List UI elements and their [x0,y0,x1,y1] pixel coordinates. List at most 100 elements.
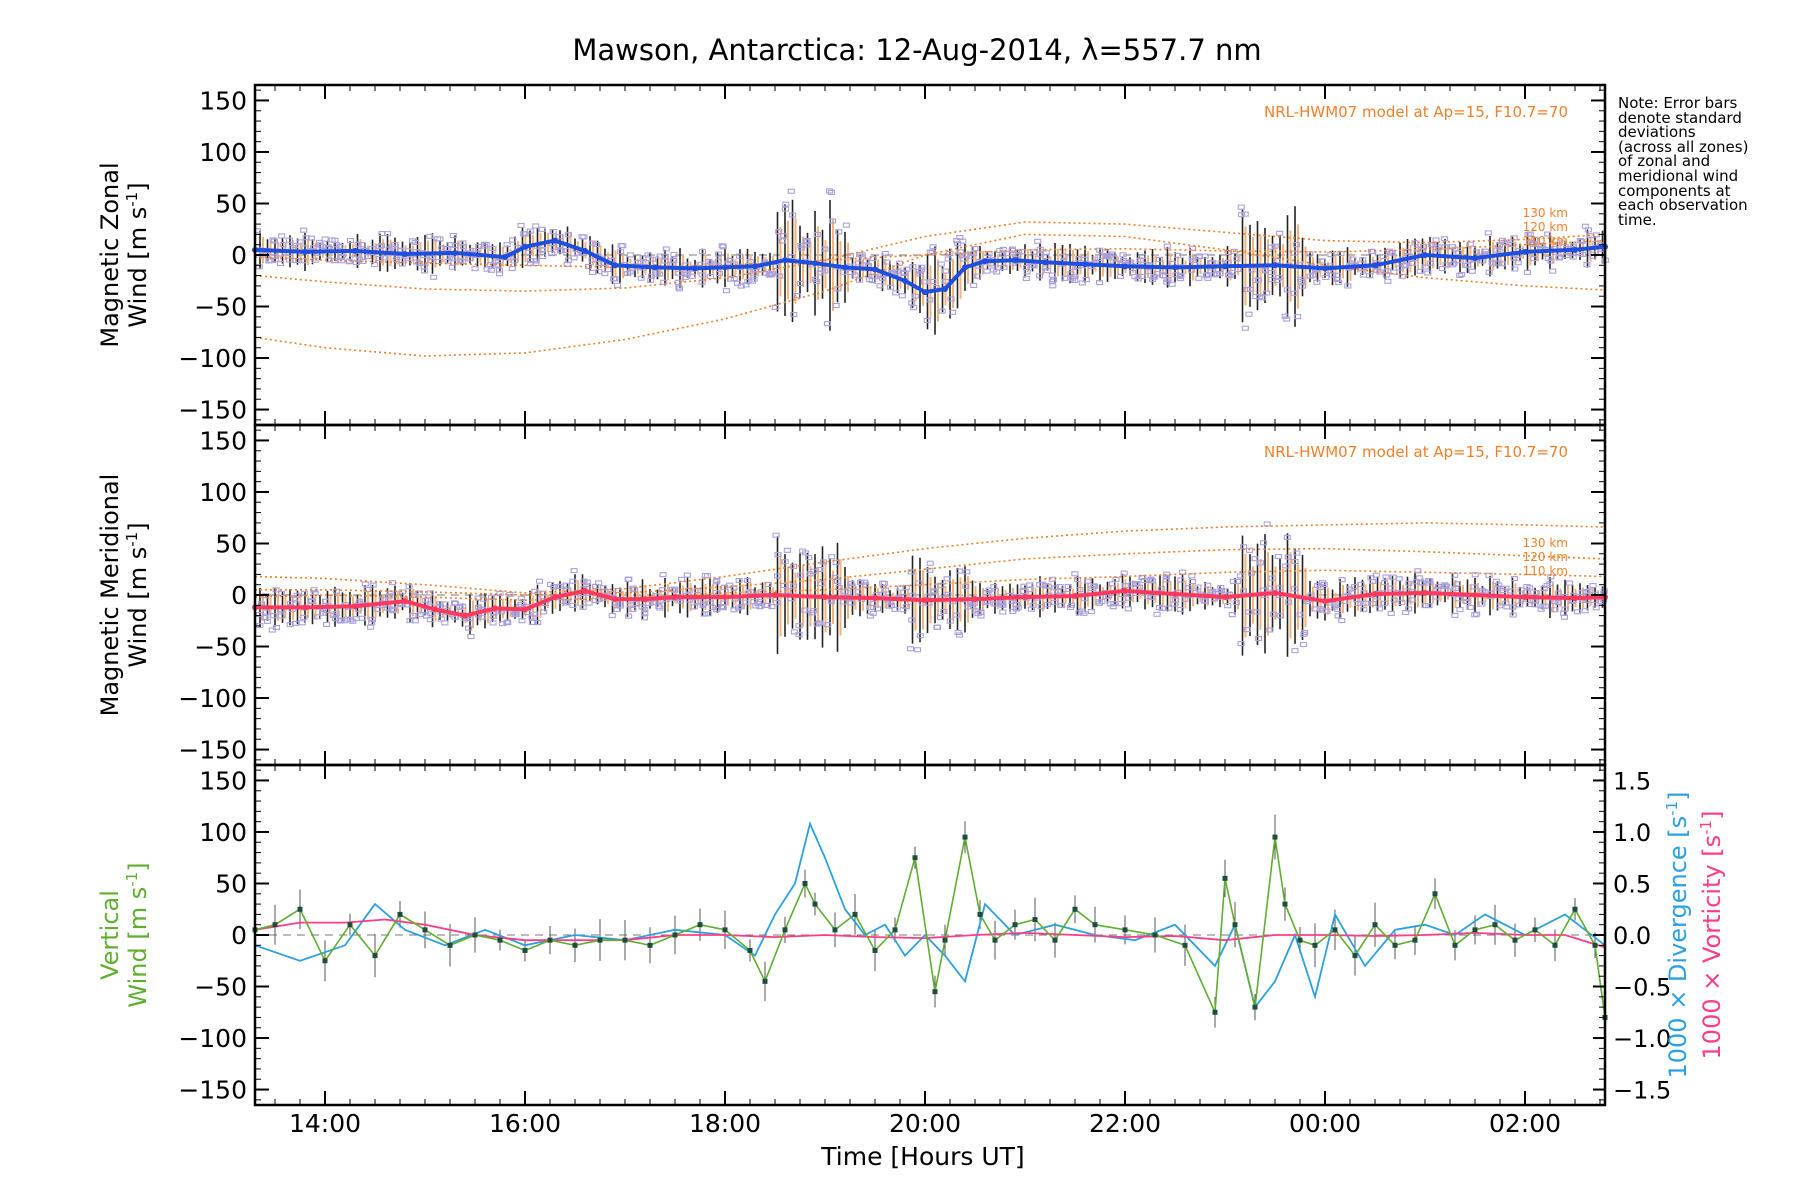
zone-marker [1004,251,1012,257]
zone-marker [1390,269,1398,275]
zone-marker [1441,236,1449,242]
zone-marker [1327,252,1335,258]
zone-marker [1184,585,1192,591]
zone-marker [517,222,525,229]
zone-marker [743,577,752,583]
zone-marker [426,257,435,264]
zone-marker [847,269,855,275]
vertical-wind-point [1122,927,1128,933]
zone-marker [1478,601,1486,607]
y-tick-label: −100 [178,684,247,713]
zone-marker [1349,256,1357,262]
y2-tick-label: −1.5 [1613,1077,1671,1105]
zone-marker [1544,255,1552,262]
zone-marker [1000,264,1008,270]
zone-marker [310,245,318,251]
zone-marker [1456,607,1464,613]
zone-marker [780,582,788,589]
zone-marker [953,612,961,618]
zone-marker [487,267,495,273]
mean-point [1422,252,1428,258]
zone-marker [811,276,819,282]
zone-marker [881,587,889,593]
zone-marker [802,239,810,245]
zone-marker [1241,211,1249,217]
mean-point [1222,594,1228,601]
vertical-wind-point [1452,942,1458,948]
divergence-axis-label: 1000 × Divergence [s-1] [1663,791,1692,1078]
zone-marker [742,282,750,288]
zone-marker [467,633,475,640]
zone-marker [1319,580,1327,586]
mean-point [772,592,778,598]
zone-marker [532,223,540,229]
zone-marker [790,563,798,569]
zone-marker [298,620,306,626]
zone-marker [943,576,951,582]
zone-marker [527,258,535,264]
zone-marker [832,559,840,565]
zone-marker [1348,590,1356,596]
zone-marker [997,599,1005,605]
zone-marker [1466,604,1474,611]
zone-marker [1176,606,1184,612]
zone-marker [535,578,544,584]
zone-marker [1314,583,1322,589]
zone-marker [1268,269,1276,276]
vertical-wind-point [1222,875,1228,881]
zone-marker [1290,586,1298,592]
zone-marker [970,282,978,288]
zone-marker [946,250,954,257]
zone-marker [354,241,362,247]
x-axis-label: Time [Hours UT] [820,1142,1024,1171]
mean-point [1322,598,1328,605]
zone-marker [1523,269,1531,275]
vertical-wind-point [747,947,753,953]
zone-marker [1084,578,1092,584]
zone-marker [361,581,369,587]
zone-marker [916,633,924,639]
x-tick-label: 02:00 [1489,1109,1561,1138]
zone-marker [569,602,577,608]
zone-marker [1201,253,1209,259]
vertical-wind-point [322,958,328,964]
model-curve-130km [254,522,1606,594]
zone-marker [540,609,548,615]
zone-marker [1081,256,1089,262]
zone-marker [835,584,843,591]
model-curve-120km [255,547,1606,596]
zone-marker [813,621,821,627]
vertical-wind-point [722,927,728,933]
zone-marker [1344,283,1352,289]
zone-marker [842,222,850,228]
zone-marker [1153,611,1161,617]
zone-marker [954,629,962,636]
zone-marker [604,266,612,272]
mean-point [462,612,468,619]
zone-marker [955,568,963,574]
zone-marker [915,580,923,586]
zone-marker [1592,605,1600,611]
model-curve-110km [254,239,1606,269]
zone-marker [1211,272,1219,278]
zone-marker [324,244,332,250]
zone-marker [441,601,449,607]
zone-marker [683,572,691,578]
zone-marker [1453,581,1461,587]
vertical-wind-line [254,836,1606,1018]
zone-marker [1493,585,1502,591]
y-tick-label: −100 [178,1024,247,1053]
vertical-wind-point [1332,927,1338,933]
zone-marker [1110,601,1118,607]
zone-marker [719,244,727,250]
zone-marker [746,589,755,595]
zone-marker [825,188,834,194]
zone-marker [1179,569,1187,575]
zone-marker [459,603,467,609]
zone-marker [962,583,970,589]
zone-marker [1438,266,1446,272]
zone-marker [1258,295,1266,301]
note-line: deviations [1618,123,1696,142]
zone-marker [286,622,294,628]
zone-marker [608,612,616,619]
